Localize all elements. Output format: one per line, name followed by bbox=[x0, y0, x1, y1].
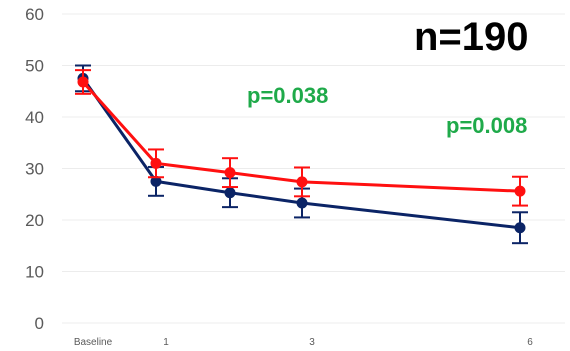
y-tick-label-60: 60 bbox=[25, 5, 44, 24]
annotation-sample-size: n=190 bbox=[414, 15, 529, 59]
x-tick-label-baseline: Baseline bbox=[74, 337, 113, 348]
gridlines bbox=[62, 13, 565, 324]
x-tick-label-6: 6 bbox=[527, 337, 533, 348]
data-point bbox=[296, 176, 308, 188]
data-point bbox=[224, 187, 236, 199]
data-point bbox=[224, 167, 236, 179]
x-tick-label-3: 3 bbox=[309, 337, 315, 348]
y-tick-label-40: 40 bbox=[25, 108, 44, 127]
y-tick-label-10: 10 bbox=[25, 263, 44, 282]
y-tick-label-50: 50 bbox=[25, 57, 44, 76]
data-point bbox=[514, 222, 526, 234]
annotation-p-value-month-3: p=0.038 bbox=[247, 83, 328, 108]
x-tick-label-1: 1 bbox=[163, 337, 169, 348]
annotation-p-value-month-6: p=0.008 bbox=[446, 113, 527, 138]
y-tick-label-0: 0 bbox=[35, 314, 44, 333]
series-group bbox=[75, 64, 528, 245]
y-axis-ticks: 0 10 20 30 40 50 60 bbox=[25, 5, 44, 333]
data-point bbox=[77, 76, 89, 88]
y-tick-label-20: 20 bbox=[25, 211, 44, 230]
data-point bbox=[296, 197, 308, 209]
data-point bbox=[150, 157, 162, 169]
data-point bbox=[514, 185, 526, 197]
series-2 bbox=[75, 69, 528, 207]
data-point bbox=[150, 175, 162, 187]
y-tick-label-30: 30 bbox=[25, 160, 44, 179]
x-axis-ticks: Baseline 1 3 6 bbox=[74, 337, 533, 348]
